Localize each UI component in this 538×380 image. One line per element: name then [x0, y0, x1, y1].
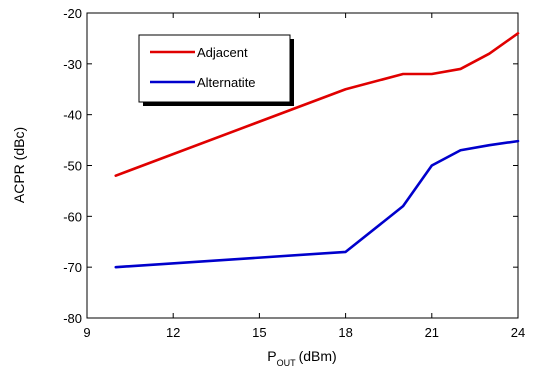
x-axis-label-unit: (dBm) [299, 348, 337, 364]
legend-label-0: Adjacent [197, 45, 248, 60]
legend-box [138, 34, 291, 103]
x-axis-label-main: P [267, 348, 276, 364]
y-tick-label: -40 [63, 108, 82, 123]
series-layer [114, 32, 520, 269]
y-tick-label: -20 [63, 6, 82, 21]
x-axis-ticks: 9 12 15 18 21 24 [83, 13, 525, 340]
x-tick-label: 12 [166, 325, 180, 340]
x-tick-label: 21 [425, 325, 439, 340]
legend-label-1: Alternatite [197, 75, 256, 90]
y-tick-label: -70 [63, 260, 82, 275]
series-line-1 [114, 139, 520, 269]
y-tick-label: -80 [63, 311, 82, 326]
x-tick-label: 18 [338, 325, 352, 340]
series-line-0 [114, 32, 520, 177]
y-tick-label: -50 [63, 159, 82, 174]
x-tick-label: 15 [252, 325, 266, 340]
y-tick-label: -30 [63, 57, 82, 72]
x-tick-label: 9 [83, 325, 90, 340]
x-axis-label: POUT (dBm) [267, 348, 336, 368]
legend: Adjacent Alternatite [138, 34, 294, 106]
y-axis-ticks: -80 -70 -60 -50 -40 -30 -20 [63, 6, 518, 326]
y-axis-label: ACPR (dBc) [11, 127, 27, 203]
y-tick-label: -60 [63, 209, 82, 224]
x-tick-label: 24 [511, 325, 525, 340]
x-axis-label-subscript: OUT [277, 358, 297, 368]
